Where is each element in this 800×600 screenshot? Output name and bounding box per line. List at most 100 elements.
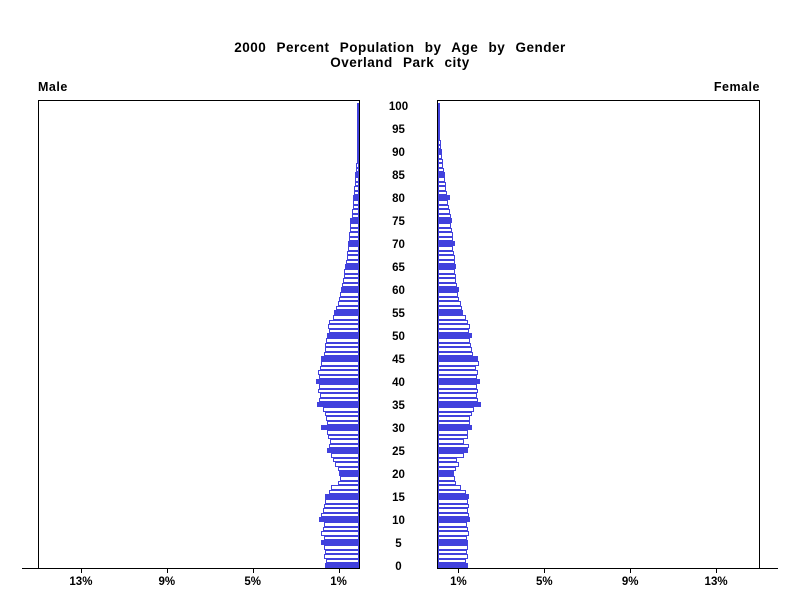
male-bar-age-60 (340, 287, 359, 292)
male-bar-age-18 (337, 480, 359, 486)
male-axis-overhang (22, 568, 38, 569)
male-bar-age-65 (345, 264, 359, 269)
female-bar-age-93 (438, 135, 441, 141)
male-panel (38, 100, 360, 569)
male-bar-age-6 (323, 535, 359, 541)
female-bar-age-70 (438, 241, 456, 246)
male-bar-age-86 (355, 167, 359, 173)
male-bar-age-26 (328, 443, 359, 449)
female-bar-age-1 (438, 558, 466, 564)
female-pct-tick-1 (458, 569, 460, 573)
age-tick-label-30: 30 (392, 422, 405, 435)
female-bar-age-66 (438, 259, 456, 265)
female-bar-age-4 (438, 545, 469, 550)
female-panel (437, 100, 760, 569)
female-bar-age-81 (438, 190, 447, 196)
male-bar-age-52 (327, 324, 359, 329)
male-bar-age-100 (357, 103, 359, 108)
female-bar-age-36 (438, 397, 478, 403)
female-pct-tick-label-5: 5% (536, 576, 553, 588)
female-bar-age-44 (438, 361, 479, 366)
male-bar-age-10 (319, 517, 359, 522)
age-axis: 0 5 10 15 20 25 30 35 40 45 50 55 60 65 70 75 80 85 90 95 10… (360, 100, 437, 573)
female-bar-age-6 (438, 535, 467, 541)
female-bar-age-56 (438, 305, 462, 311)
male-bar-age-88 (356, 158, 359, 164)
female-bar-age-91 (438, 144, 442, 150)
male-bar-age-89 (356, 154, 359, 159)
male-bar-age-33 (324, 411, 359, 417)
male-bar-age-71 (349, 236, 359, 242)
male-bar-age-28 (327, 434, 359, 440)
female-bar-age-99 (438, 108, 440, 113)
male-bar-age-92 (357, 140, 359, 145)
male-bar-age-23 (333, 457, 359, 463)
male-bar-age-13 (323, 503, 359, 509)
age-tick-label-100: 100 (388, 100, 409, 113)
male-bar-age-7 (321, 531, 359, 536)
age-tick-label-25: 25 (392, 445, 405, 458)
male-bar-age-79 (353, 200, 359, 205)
female-bar-age-9 (438, 522, 467, 527)
female-axis-overhang (760, 568, 778, 569)
female-bar-age-32 (438, 416, 471, 421)
female-bar-age-88 (438, 158, 443, 164)
female-bar-age-77 (438, 209, 450, 214)
male-bar-age-90 (357, 149, 359, 154)
chart-title: 2000 Percent Population by Age by Gender… (0, 40, 800, 70)
male-bar-age-70 (348, 241, 359, 246)
age-tick-label-80: 80 (392, 192, 405, 205)
female-bar-age-61 (438, 282, 458, 288)
male-pct-tick-label-1: 1% (330, 576, 347, 588)
male-bar-age-53 (328, 319, 359, 325)
female-bar-age-16 (438, 489, 466, 495)
age-tick-label-70: 70 (392, 238, 405, 251)
male-bar-age-47 (324, 347, 359, 352)
female-bar-age-53 (438, 319, 469, 325)
male-bar-age-74 (350, 223, 359, 228)
male-bar-age-96 (357, 121, 359, 127)
male-bar-age-20 (338, 471, 359, 476)
female-bar-age-96 (438, 121, 440, 127)
male-bar-age-59 (339, 292, 359, 297)
female-bar-age-94 (438, 131, 440, 136)
male-bar-age-67 (347, 255, 359, 260)
female-bar-age-19 (438, 476, 456, 481)
male-bar-age-24 (331, 453, 359, 458)
age-tick-label-55: 55 (392, 307, 405, 320)
male-bar-age-91 (357, 144, 359, 150)
male-pct-tick-9 (166, 569, 168, 573)
age-tick-label-15: 15 (392, 491, 405, 504)
age-tick-label-85: 85 (392, 169, 405, 182)
female-axis-label: Female (713, 80, 760, 94)
female-bar-age-67 (438, 255, 456, 260)
male-bar-age-31 (326, 420, 359, 426)
male-bar-age-4 (324, 545, 359, 550)
male-bar-age-94 (357, 131, 359, 136)
male-bar-age-1 (325, 558, 359, 564)
female-bar-age-27 (438, 439, 464, 444)
male-bar-age-80 (353, 195, 359, 200)
male-bar-age-11 (321, 512, 359, 518)
male-bar-age-9 (323, 522, 359, 527)
female-bar-age-55 (438, 310, 463, 315)
female-bar-age-54 (438, 315, 466, 320)
female-bar-age-28 (438, 434, 469, 440)
male-bar-age-95 (357, 126, 359, 131)
male-bar-age-46 (323, 351, 359, 357)
female-bar-age-82 (438, 186, 447, 191)
male-bar-age-14 (324, 499, 359, 504)
male-bar-age-37 (320, 393, 359, 398)
female-bar-age-73 (438, 227, 452, 233)
male-bar-age-77 (351, 209, 359, 214)
female-bar-age-63 (438, 273, 457, 279)
male-bar-age-50 (326, 333, 359, 338)
male-bar-age-21 (337, 466, 359, 472)
male-bar-age-61 (341, 282, 359, 288)
female-bar-age-20 (438, 471, 455, 476)
female-bar-age-84 (438, 177, 445, 182)
female-pct-tick-9 (630, 569, 632, 573)
age-tick-label-75: 75 (392, 215, 405, 228)
male-bar-age-54 (333, 315, 359, 320)
female-bar-age-37 (438, 393, 477, 398)
